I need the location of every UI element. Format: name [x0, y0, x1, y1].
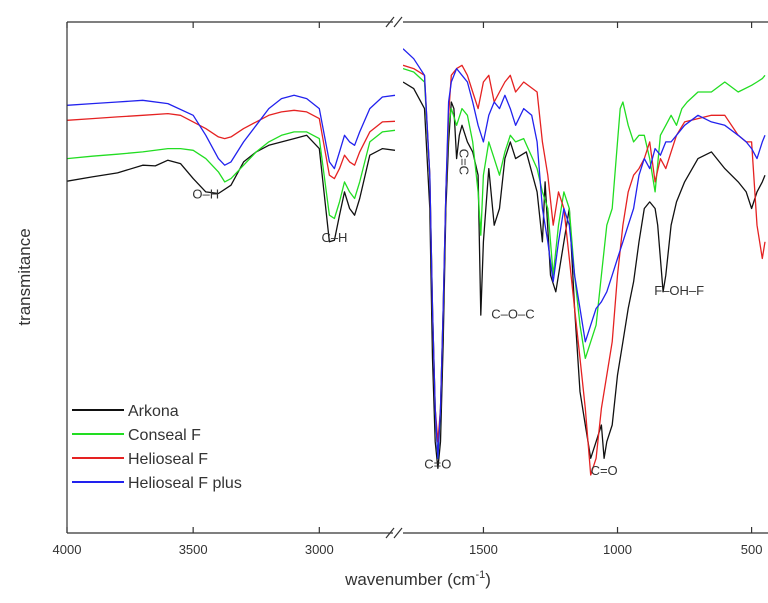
x-axis-label-superscript: -1 [475, 569, 485, 581]
x-tick-label: 3500 [179, 542, 208, 557]
series-line-1-segment-1 [67, 134, 396, 243]
x-tick-label: 4000 [53, 542, 82, 557]
series-group [67, 48, 766, 476]
plot-background [67, 22, 768, 533]
legend: Arkona Conseal F Helioseal F Helioseal F pl… [72, 403, 242, 492]
x-tick-label: 1500 [469, 542, 498, 557]
top-break-mark-1 [385, 16, 395, 28]
x-axis-label-main: wavenumber (cm [344, 570, 475, 589]
series-line-1-segment-2 [403, 81, 766, 469]
x-tick-label: 1000 [603, 542, 632, 557]
x-axis-label-close: ) [485, 570, 491, 589]
y-axis-label: transmitance [15, 228, 34, 325]
peak-annotation-3: C=C [456, 149, 471, 175]
peak-annotation-2: C–H [321, 230, 347, 245]
peak-annotation-6: C=O [591, 463, 618, 478]
peak-annotation-7: F–OH–F [654, 283, 704, 298]
peak-annotation-5: C=O [424, 456, 451, 471]
series-line-2-segment-2 [403, 67, 766, 459]
axes-frame [66, 16, 768, 539]
x-tick-label: 3000 [305, 542, 334, 557]
legend-label: Arkona [128, 403, 179, 420]
tick-labels-group: 4000 3500 3000 1500 1000 500 [53, 542, 763, 557]
legend-label: Helioseal F [128, 451, 208, 468]
series-line-3-segment-1 [67, 109, 396, 180]
peak-annotation-4: C–O–C [491, 306, 534, 321]
series-line-2-segment-1 [67, 129, 396, 220]
series-line-4-segment-1 [67, 94, 396, 170]
x-axis-label: wavenumber (cm-1) [344, 569, 491, 589]
series-line-4-segment-2 [403, 48, 766, 459]
bottom-break-mark-1 [385, 527, 395, 539]
ticks-group [66, 22, 753, 533]
x-tick-label: 500 [741, 542, 763, 557]
legend-label: Conseal F [128, 427, 201, 444]
legend-label: Helioseal F plus [128, 475, 242, 492]
top-break-mark-2 [393, 16, 403, 28]
bottom-break-mark-2 [393, 527, 403, 539]
annotations-group: O–H C–H C=C C–O–C C=O C=O F–OH–F [192, 149, 704, 478]
peak-annotation-1: O–H [192, 187, 219, 202]
